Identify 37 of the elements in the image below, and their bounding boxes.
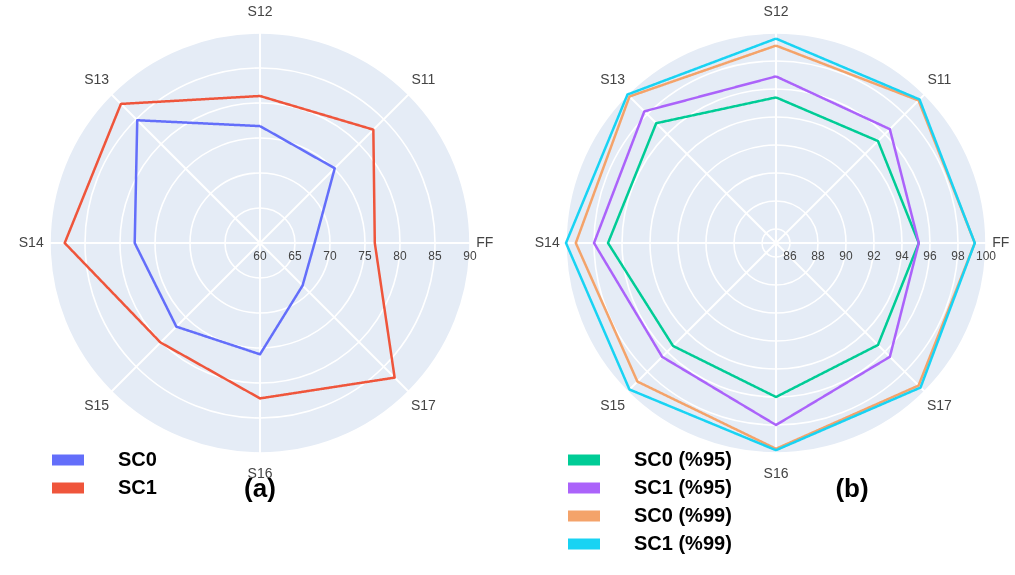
spoke-label: FF: [476, 234, 494, 250]
y-tick-label: 85: [428, 249, 442, 263]
y-tick-label: 70: [323, 249, 337, 263]
y-tick-label: 96: [923, 249, 937, 263]
y-tick-label: 88: [811, 249, 825, 263]
y-tick-label: 65: [288, 249, 302, 263]
spoke-label: S13: [84, 70, 110, 87]
y-tick-label: 90: [463, 249, 477, 263]
text: (b): [835, 473, 869, 503]
spoke-label: S15: [600, 397, 626, 414]
legend-label: SC1 (%99): [634, 532, 732, 554]
legend-label: SC0 (%95): [634, 448, 732, 470]
spoke-label: S14: [534, 234, 560, 250]
y-tick-label: 92: [867, 249, 881, 263]
spoke-label: S17: [410, 397, 436, 414]
spoke-label: S14: [18, 234, 44, 250]
spoke-label: FF: [992, 234, 1010, 250]
y-tick-label: 90: [839, 249, 853, 263]
y-tick-label: 98: [951, 249, 965, 263]
spoke-label: S11: [411, 70, 436, 87]
spoke-label: S11: [927, 70, 952, 87]
y-tick-label: 86: [783, 249, 797, 263]
legend-label: SC0 (%99): [634, 504, 732, 526]
spoke-label: S15: [84, 397, 110, 414]
y-tick-label: 100: [975, 249, 997, 263]
y-tick-label: 60: [253, 249, 267, 263]
y-tick-label: 80: [393, 249, 407, 263]
y-tick-label: 75: [358, 249, 372, 263]
spoke-label: S12: [247, 3, 273, 19]
spoke-label: S12: [763, 3, 789, 19]
spoke-label: S13: [600, 70, 626, 87]
spoke-label: S16: [763, 465, 789, 481]
legend-label: SC1 (%95): [634, 476, 732, 498]
y-tick-label: 94: [895, 249, 909, 263]
spoke-label: S17: [926, 397, 952, 414]
legend-label: SC1: [118, 476, 157, 498]
legend-label: SC0: [118, 448, 157, 470]
